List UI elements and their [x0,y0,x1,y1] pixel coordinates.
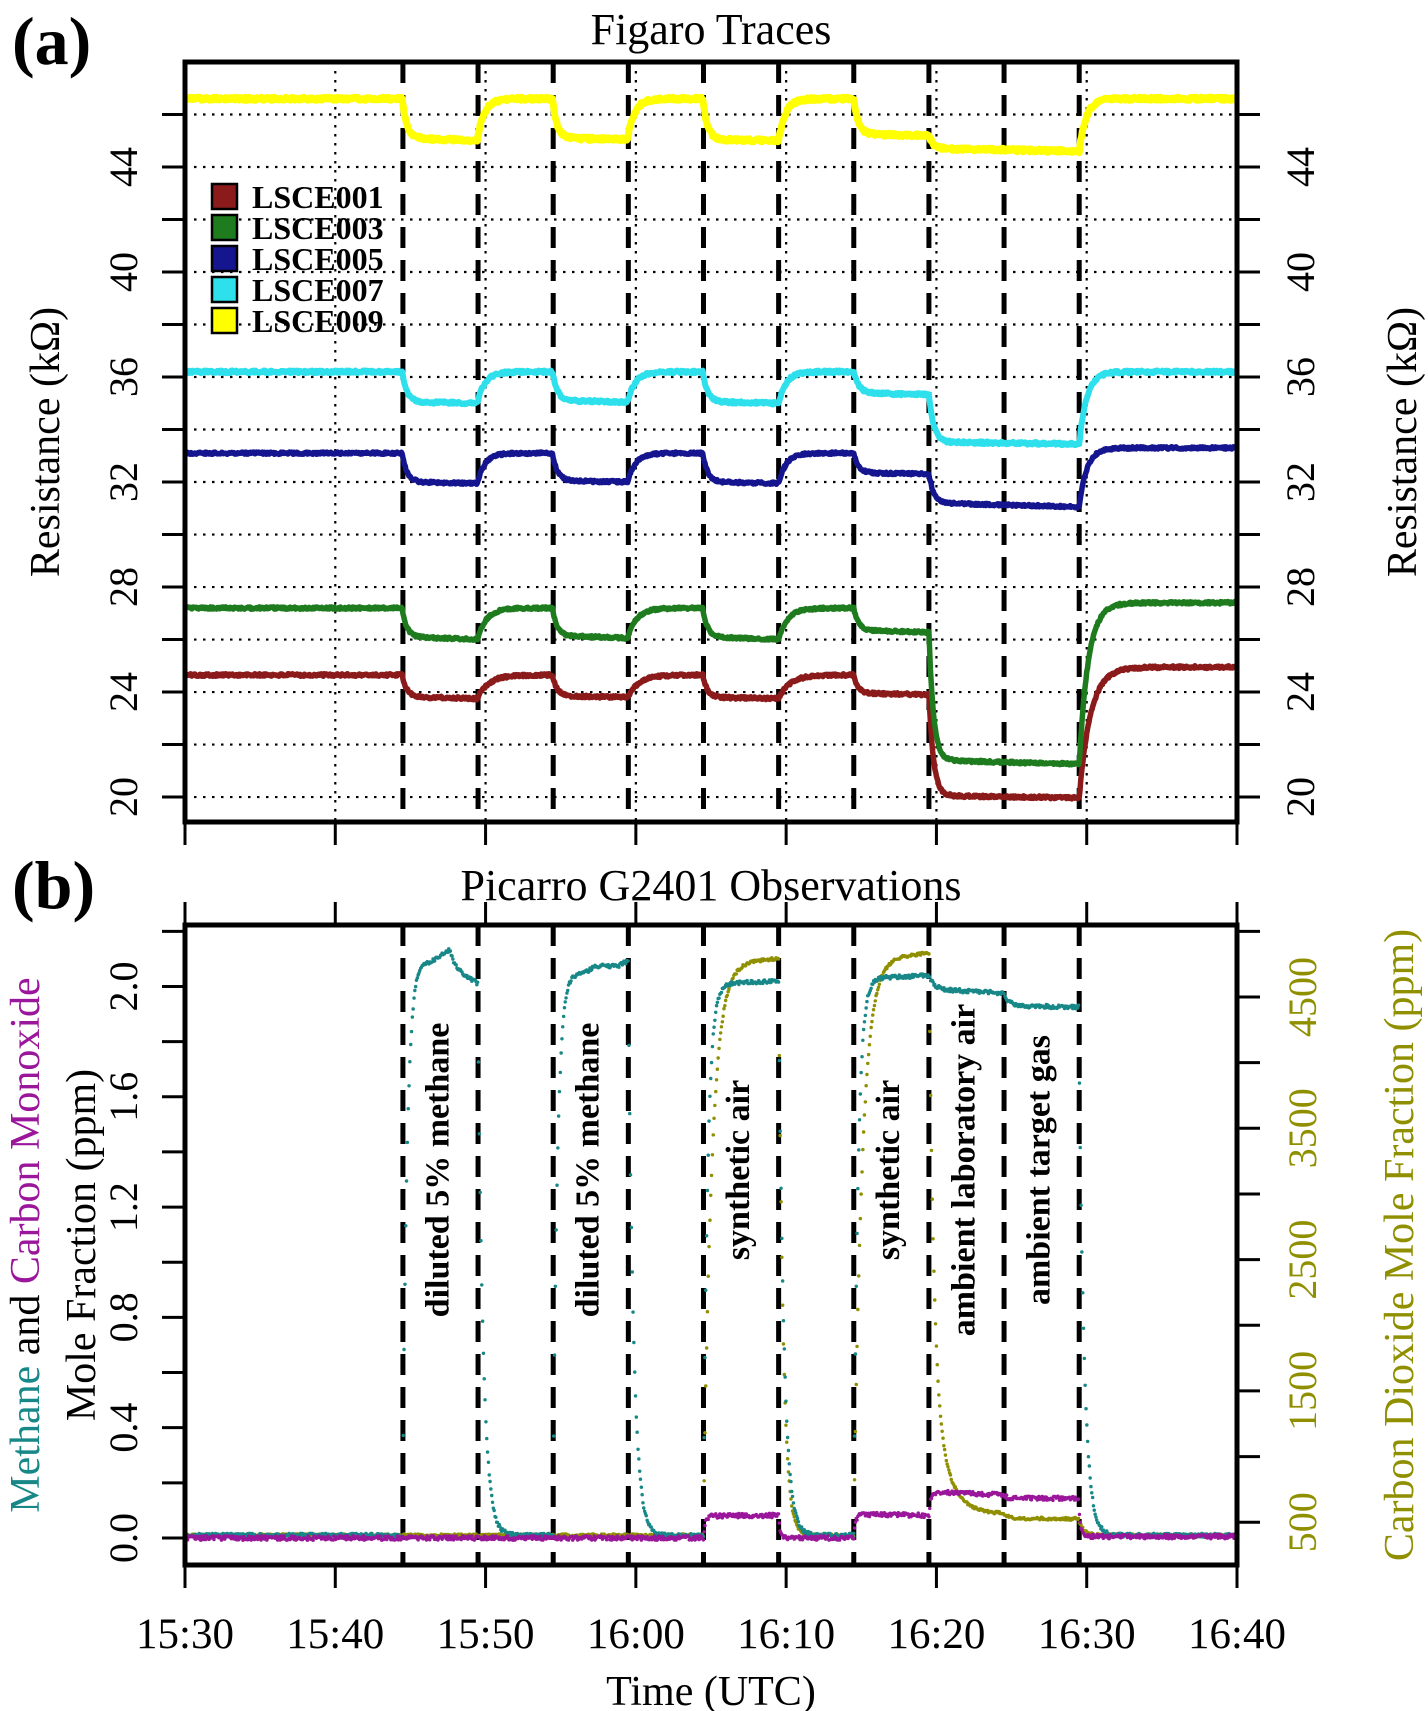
panel-a-title: Figaro Traces [590,5,832,54]
panel-a-ylabel-right: Resistance (kΩ) [1380,306,1426,578]
gas-annotation: diluted 5% methane [419,1023,456,1318]
panel-b-ylabel-right: Carbon Dioxide Mole Fraction (ppm) [1377,928,1423,1562]
legend-swatch-lsce005 [210,244,239,273]
panel-b-title: Picarro G2401 Observations [460,861,962,910]
y-tick-label-a-left: 36 [101,357,146,397]
y-tick-label-a-left: 24 [101,672,146,712]
gas-annotation: ambient target gas [1020,1035,1057,1305]
methane-label: Methane [3,1365,49,1513]
y-tick-label-b-left: 0.0 [101,1513,146,1563]
trace-lsce009 [182,93,1240,157]
and-label: and [3,1284,49,1366]
y-tick-label-b-right: 4500 [1280,957,1325,1037]
y-tick-label-a-right: 40 [1278,252,1323,292]
legend-swatch-lsce003 [210,213,239,242]
y-tick-label-b-left: 1.2 [101,1182,146,1232]
y-tick-label-b-right: 2500 [1280,1220,1325,1300]
y-tick-label-b-left: 2.0 [101,961,146,1011]
y-tick-label-b-right: 500 [1280,1492,1325,1552]
trace-lsce003 [183,598,1239,768]
panel-b-ylabel-left-units: Mole Fraction (ppm) [59,1068,105,1422]
legend-swatch-lsce009 [210,306,239,335]
y-tick-label-a-left: 32 [101,462,146,502]
y-tick-label-a-left: 44 [101,147,146,187]
y-tick-label-b-left: 1.6 [101,1072,146,1122]
x-tick-label: 16:30 [1038,1611,1136,1658]
y-tick-label-b-right: 3500 [1280,1088,1325,1168]
y-tick-label-a-left: 28 [101,567,146,607]
y-tick-label-a-right: 32 [1278,462,1323,502]
legend-label-lsce007: LSCE007 [252,272,384,308]
trace-lsce007 [182,367,1240,449]
y-tick-label-a-left: 40 [101,252,146,292]
panel-b-tag: (b) [12,847,96,923]
x-axis-title: Time (UTC) [606,1669,816,1711]
legend-label-lsce003: LSCE003 [252,210,384,246]
panel-a-ylabel-left: Resistance (kΩ) [23,306,69,578]
y-tick-label-a-right: 24 [1278,672,1323,712]
panel-a-tag: (a) [12,3,92,79]
panel-b-box [182,922,1240,1568]
trace-lsce005 [182,443,1240,511]
gas-annotation: synthetic air [720,1080,757,1260]
x-tick-label: 16:00 [587,1611,685,1658]
gas-annotation: ambient laboratory air [945,1004,982,1336]
y-tick-label-a-right: 36 [1278,357,1323,397]
y-tick-label-b-right: 1500 [1280,1351,1325,1431]
y-tick-label-a-left: 20 [101,777,146,817]
x-tick-label: 16:10 [737,1611,835,1658]
x-tick-label: 16:40 [1188,1611,1286,1658]
legend-swatch-lsce007 [210,275,239,304]
x-tick-label: 16:20 [887,1611,985,1658]
x-tick-label: 15:40 [286,1611,384,1658]
trace-lsce001 [182,663,1240,802]
x-tick-label: 15:30 [136,1611,234,1658]
panel-b-ylabel-left-species: Methane and Carbon Monoxide [2,977,50,1512]
y-tick-label-a-right: 44 [1278,147,1323,187]
carbon-monoxide-label: Carbon Monoxide [3,977,49,1285]
x-tick-label: 15:50 [437,1611,535,1658]
legend-swatch-lsce001 [210,182,239,211]
panel-a-box [182,59,1240,825]
y-tick-label-b-left: 0.8 [101,1292,146,1342]
y-tick-label-a-right: 28 [1278,567,1323,607]
gas-annotation: synthetic air [870,1080,907,1260]
gas-annotation: diluted 5% methane [570,1023,607,1318]
legend-label-lsce001: LSCE001 [252,179,384,215]
legend-label-lsce009: LSCE009 [252,303,384,339]
y-tick-label-b-left: 0.4 [101,1403,146,1453]
legend-label-lsce005: LSCE005 [252,241,384,277]
y-tick-label-a-right: 20 [1278,777,1323,817]
